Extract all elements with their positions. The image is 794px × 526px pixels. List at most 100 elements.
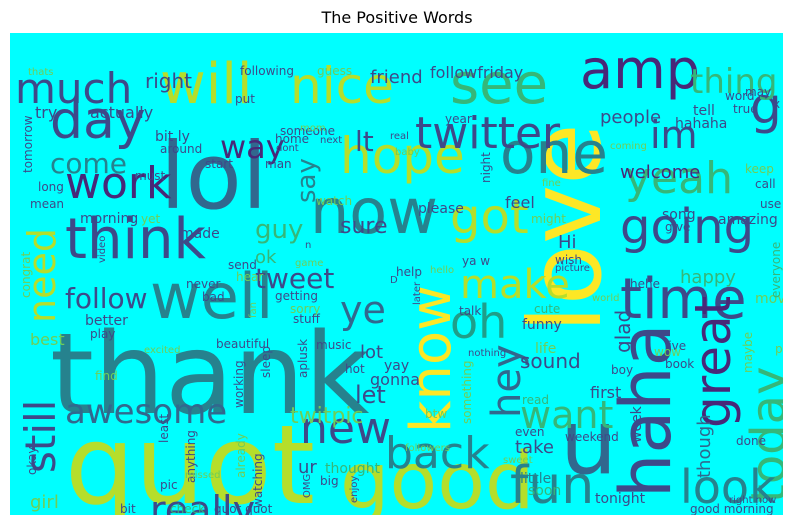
cloud-word-working: working bbox=[232, 360, 246, 408]
cloud-word-wish: wish bbox=[555, 253, 582, 267]
cloud-word-oh: oh bbox=[450, 295, 507, 349]
cloud-word-need: need bbox=[20, 228, 64, 323]
cloud-word-enjoy: enjoy bbox=[349, 476, 360, 503]
cloud-word-even: even bbox=[515, 425, 544, 439]
cloud-word-well: well bbox=[150, 260, 273, 333]
cloud-word-done: done bbox=[736, 434, 766, 448]
cloud-word-hot: hot bbox=[345, 362, 365, 376]
cloud-word-n: n bbox=[305, 240, 311, 251]
cloud-word-good: good bbox=[340, 437, 534, 515]
cloud-word-beautiful: beautiful bbox=[216, 337, 269, 351]
cloud-word-u: u bbox=[560, 390, 617, 495]
cloud-word-lot: lot bbox=[360, 342, 383, 363]
cloud-word-bit: bit bbox=[120, 502, 136, 515]
cloud-word-around: around bbox=[160, 142, 202, 156]
cloud-word-people: people bbox=[600, 107, 661, 128]
cloud-word-bad: bad bbox=[202, 290, 225, 304]
cloud-word-long: long bbox=[38, 180, 64, 194]
cloud-word-find: find bbox=[95, 369, 118, 383]
cloud-word-make: make bbox=[460, 262, 570, 308]
cloud-word-want: want bbox=[520, 393, 613, 437]
cloud-word-later: later bbox=[412, 281, 423, 305]
cloud-word-ye: ye bbox=[340, 288, 386, 332]
cloud-word-hahaha: hahaha bbox=[675, 116, 727, 132]
cloud-word-say: say bbox=[292, 158, 322, 203]
cloud-word-might: might bbox=[531, 212, 566, 226]
cloud-word-day: day bbox=[50, 91, 146, 151]
cloud-word-little: little bbox=[520, 471, 551, 487]
cloud-word-lol: lol bbox=[160, 123, 267, 230]
cloud-word-good-morning: good morning bbox=[690, 502, 774, 515]
cloud-word-first: first bbox=[590, 383, 621, 402]
cloud-word-d: D bbox=[390, 275, 398, 286]
cloud-word-wow: wow bbox=[654, 345, 681, 359]
cloud-word-watching: watching bbox=[251, 453, 265, 508]
cloud-word-getting: getting bbox=[275, 289, 318, 303]
cloud-word-quot-quot: quot quot bbox=[214, 502, 273, 515]
cloud-word-may: may bbox=[745, 85, 771, 99]
cloud-word-fine: fine bbox=[542, 178, 561, 189]
cloud-word-read: read bbox=[522, 393, 549, 407]
cloud-word-new: new bbox=[300, 403, 391, 454]
cloud-word-amp: amp bbox=[580, 38, 700, 101]
cloud-word-sweet: sweet bbox=[503, 455, 533, 466]
cloud-word-followers: followers bbox=[405, 443, 450, 454]
cloud-word-week: week bbox=[629, 405, 645, 443]
chart-title: The Positive Words bbox=[321, 8, 473, 27]
cloud-word-video: video bbox=[97, 236, 108, 263]
cloud-word-nice: nice bbox=[290, 57, 394, 115]
cloud-word-aplusk: aplusk bbox=[296, 339, 310, 378]
cloud-word-guess: guess bbox=[317, 64, 352, 78]
cloud-word-made: made bbox=[180, 226, 220, 242]
cloud-word-amazing: amazing bbox=[718, 212, 778, 228]
cloud-word-omg: OMG bbox=[302, 474, 313, 498]
cloud-word-way: way bbox=[220, 128, 285, 166]
cloud-word-help: help bbox=[396, 265, 422, 279]
cloud-word-book: book bbox=[665, 357, 694, 371]
cloud-word-keep: keep bbox=[745, 162, 774, 176]
cloud-word-big: big bbox=[320, 474, 339, 488]
cloud-word-ok: ok bbox=[255, 247, 277, 268]
cloud-word-hehe: hehe bbox=[630, 277, 660, 291]
cloud-word-let: let bbox=[355, 381, 386, 409]
cloud-word-think: think bbox=[65, 207, 207, 272]
cloud-word-sorry: sorry bbox=[290, 302, 320, 316]
cloud-word-play: play bbox=[90, 327, 115, 341]
cloud-word-twitpic: twitpic bbox=[290, 404, 364, 429]
cloud-word-much: much bbox=[15, 64, 132, 113]
cloud-word-okay: okay bbox=[25, 446, 39, 475]
cloud-word-friend: friend bbox=[370, 67, 423, 88]
cloud-word-boy: boy bbox=[611, 363, 633, 377]
cloud-word-love: love bbox=[507, 123, 624, 333]
cloud-word-take: take bbox=[515, 437, 554, 458]
cloud-word-must: must bbox=[135, 169, 166, 183]
cloud-word-one: one bbox=[500, 119, 608, 187]
cloud-word-ur: ur bbox=[298, 457, 317, 478]
cloud-word-got: got bbox=[450, 189, 529, 245]
cloud-word-world: world bbox=[592, 293, 620, 304]
cloud-word-sound: sound bbox=[520, 349, 581, 373]
cloud-word-use: use bbox=[760, 197, 781, 211]
cloud-word-quot: quot bbox=[65, 401, 315, 515]
cloud-word-yeah: yeah bbox=[625, 153, 733, 204]
cloud-word-please: please bbox=[418, 201, 464, 217]
cloud-word-sleep: sleep bbox=[259, 346, 273, 378]
cloud-word-anything: anything bbox=[184, 430, 198, 483]
cloud-word-put: put bbox=[235, 92, 255, 106]
cloud-word-follow: follow bbox=[65, 282, 148, 315]
cloud-word-really: really bbox=[150, 488, 255, 515]
cloud-word-hear: hear bbox=[236, 270, 263, 284]
cloud-word-hello: hello bbox=[430, 265, 454, 276]
cloud-word-guy: guy bbox=[255, 215, 303, 245]
cloud-word-word: word bbox=[725, 89, 755, 103]
cloud-word-everyone: everyone bbox=[769, 242, 783, 298]
cloud-word-back: back bbox=[385, 428, 490, 479]
cloud-word-gonna: gonna bbox=[370, 370, 420, 389]
cloud-word-maybe: maybe bbox=[741, 332, 755, 373]
cloud-word-baby: baby bbox=[395, 147, 420, 158]
cloud-word-sure: sure bbox=[340, 214, 388, 239]
cloud-word-twitter: twitter bbox=[415, 108, 561, 159]
cloud-word-tonight: tonight bbox=[595, 491, 646, 507]
cloud-word-least: least bbox=[157, 414, 171, 443]
cloud-word-man: man bbox=[265, 157, 292, 171]
